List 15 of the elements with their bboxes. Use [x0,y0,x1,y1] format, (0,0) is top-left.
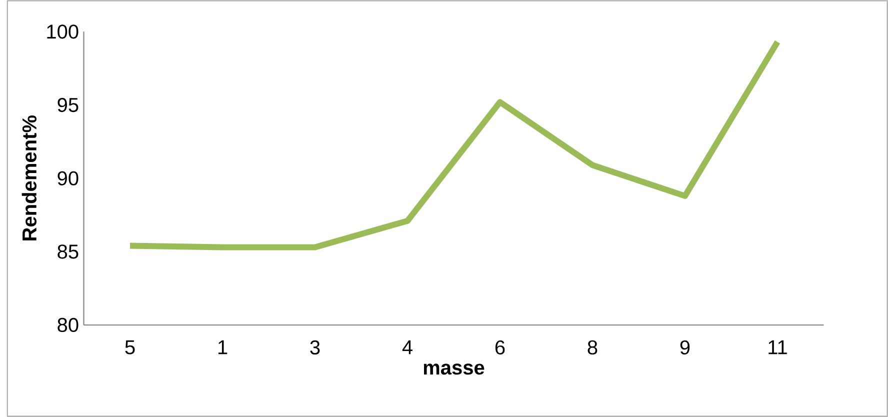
x-tick-label: 11 [768,340,787,354]
y-tick-label: 90 [58,171,78,186]
x-tick-label: 5 [125,340,135,354]
x-tick-label: 1 [218,340,228,354]
x-tick-label: 3 [310,340,320,355]
x-axis-title: masse [424,364,484,375]
y-tick-label: 85 [58,244,78,259]
x-tick-label: 9 [680,340,690,355]
y-tick-label: 95 [58,98,78,112]
x-tick-label: 4 [402,340,412,354]
x-tick-label: 6 [495,340,505,355]
y-axis-title: Rendement% [22,116,37,240]
x-tick-label: 8 [588,340,598,355]
y-tick-label: 80 [58,318,78,332]
y-tick-label: 100 [47,24,78,39]
